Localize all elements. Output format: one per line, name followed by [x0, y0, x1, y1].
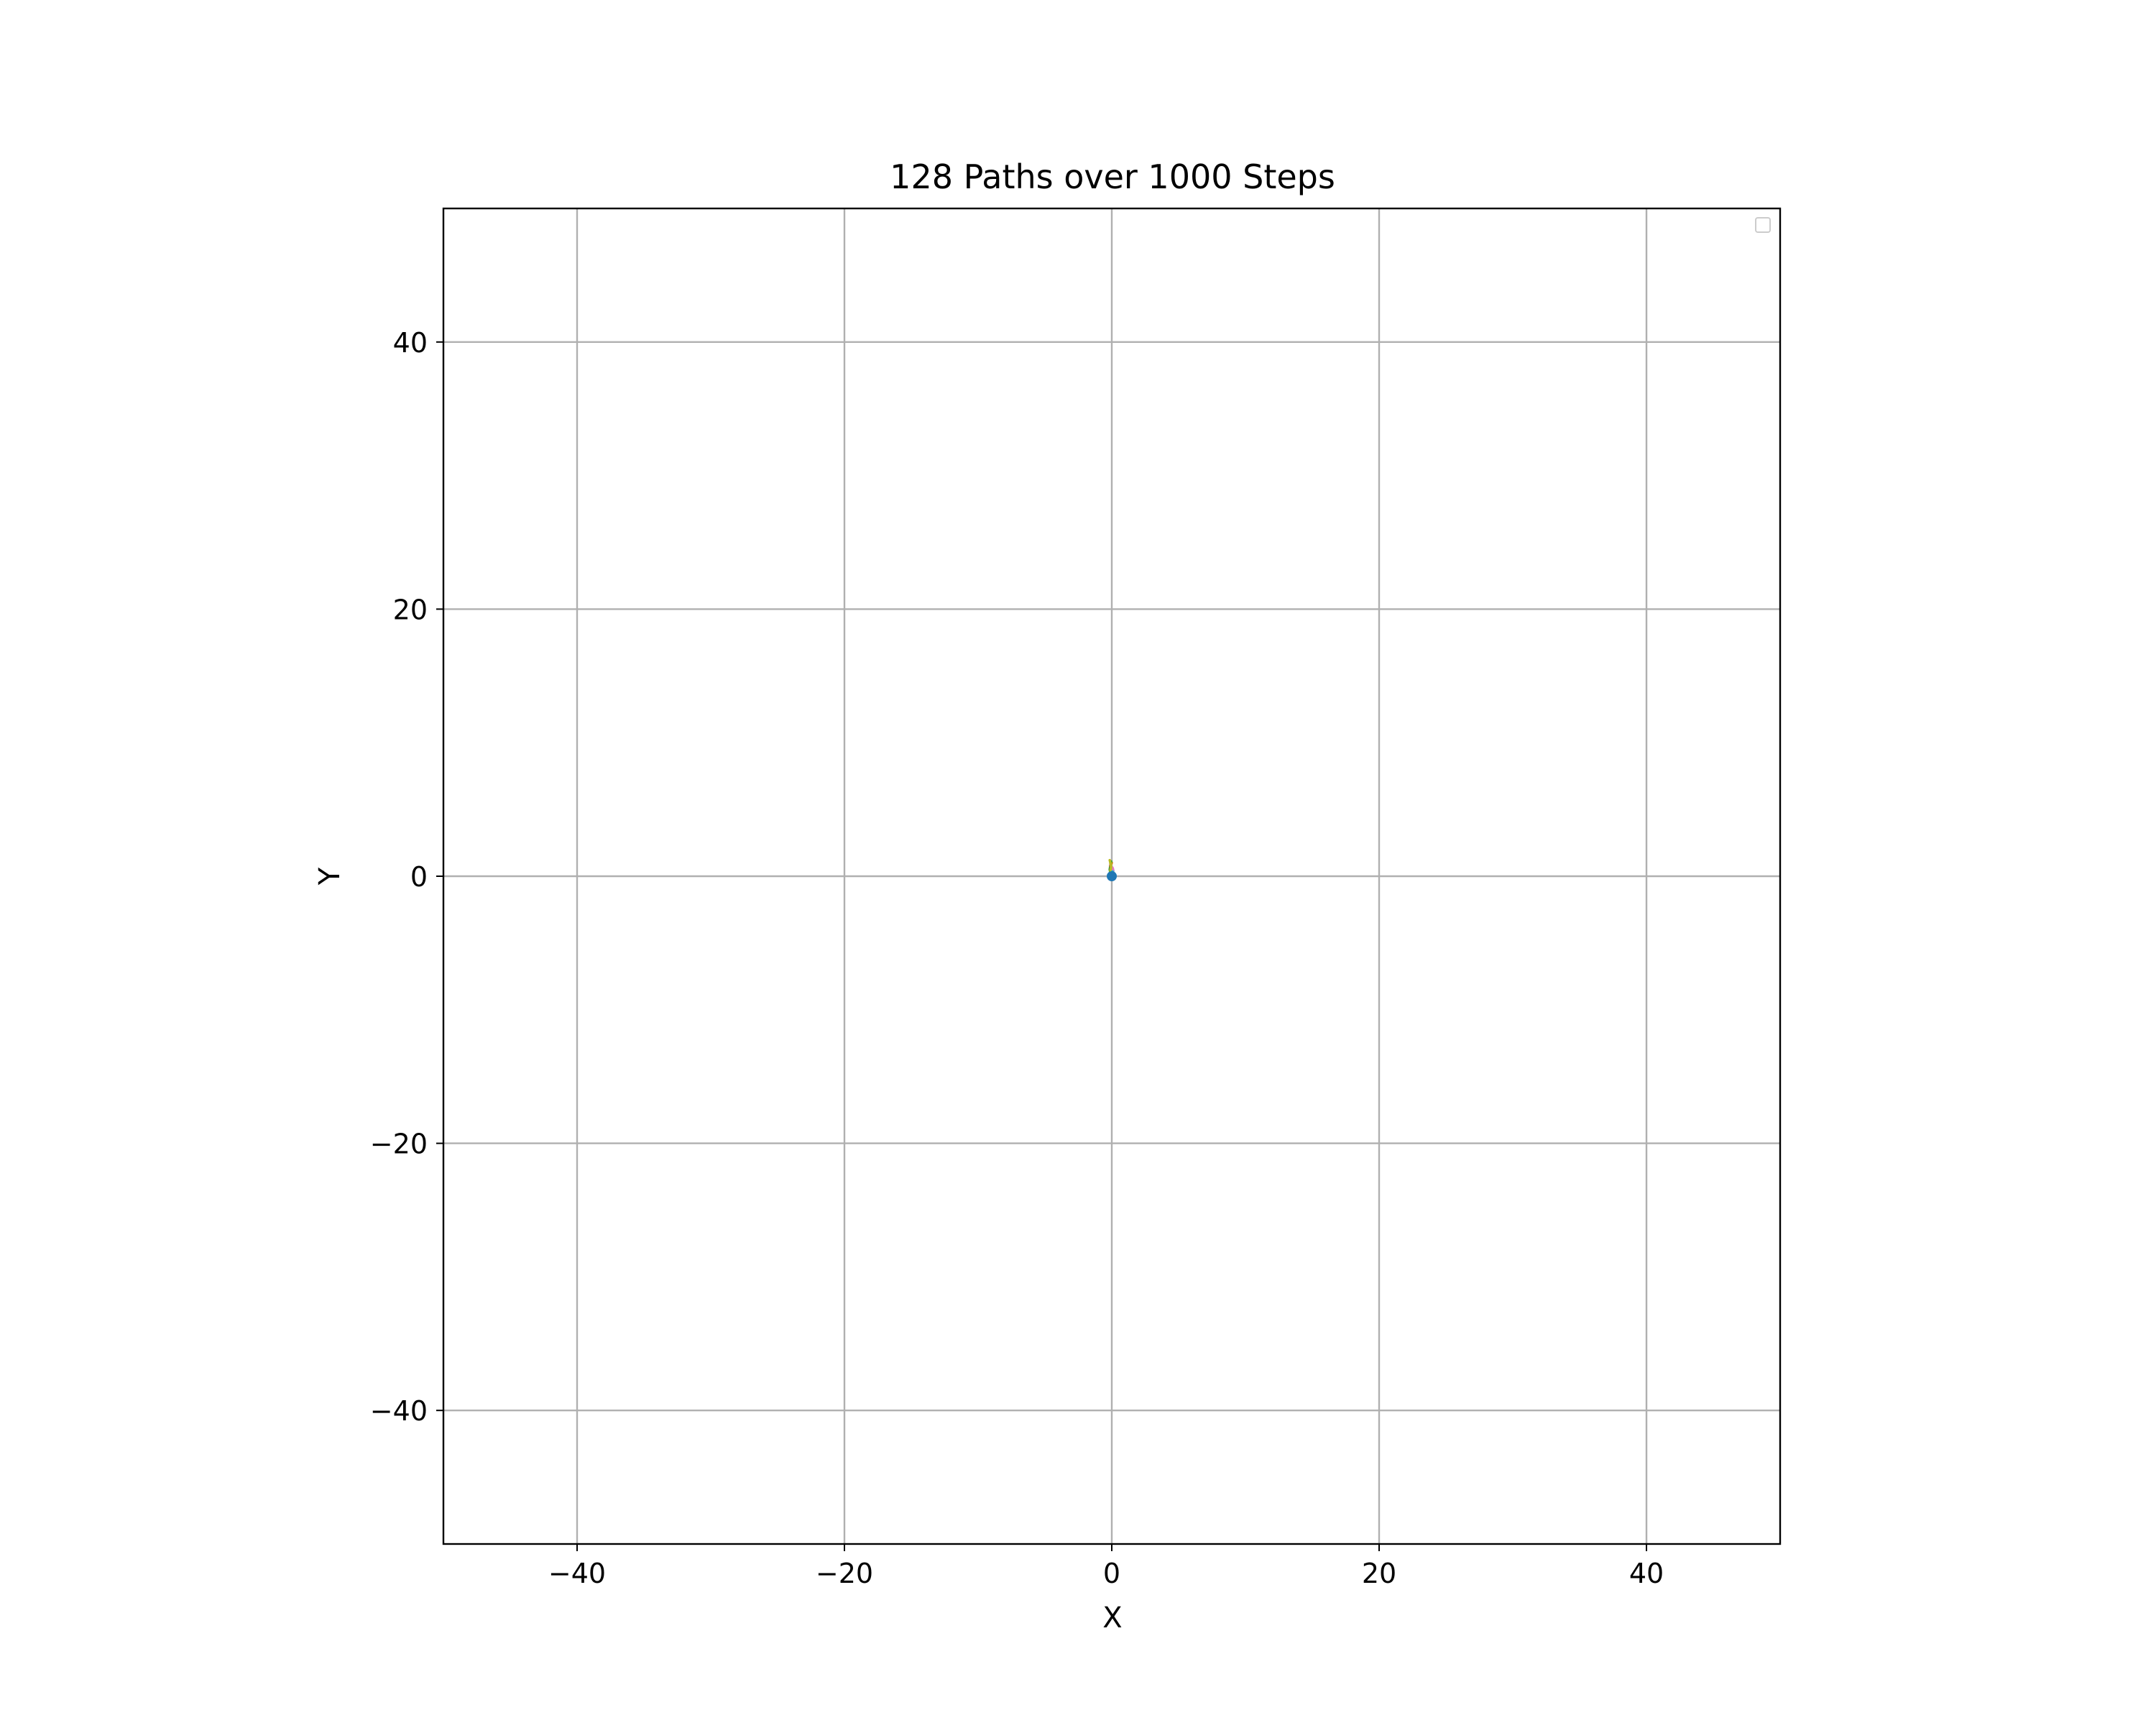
x-tick-label: −40	[548, 1558, 606, 1589]
y-tick-label: −20	[370, 1129, 428, 1160]
y-tick-label: −40	[370, 1395, 428, 1427]
path-start-marker	[1107, 871, 1117, 881]
y-tick-label: 0	[410, 861, 428, 893]
x-tick-label: −20	[816, 1558, 873, 1589]
x-tick-label: 0	[1103, 1558, 1120, 1589]
ticks-layer: −40 −20 0 20 40 −40 −20 0 20 40	[370, 327, 1664, 1589]
chart-title: 128 Paths over 1000 Steps	[890, 157, 1335, 196]
legend-box	[1755, 217, 1771, 233]
series-layer	[1107, 858, 1117, 881]
x-tick-label: 20	[1362, 1558, 1396, 1589]
y-axis-label: Y	[313, 867, 346, 886]
y-tick-label: 40	[393, 327, 428, 359]
grid-layer	[443, 208, 1780, 1544]
y-tick-label: 20	[393, 594, 428, 625]
x-tick-label: 40	[1629, 1558, 1664, 1589]
x-axis-label: X	[1102, 1601, 1122, 1635]
